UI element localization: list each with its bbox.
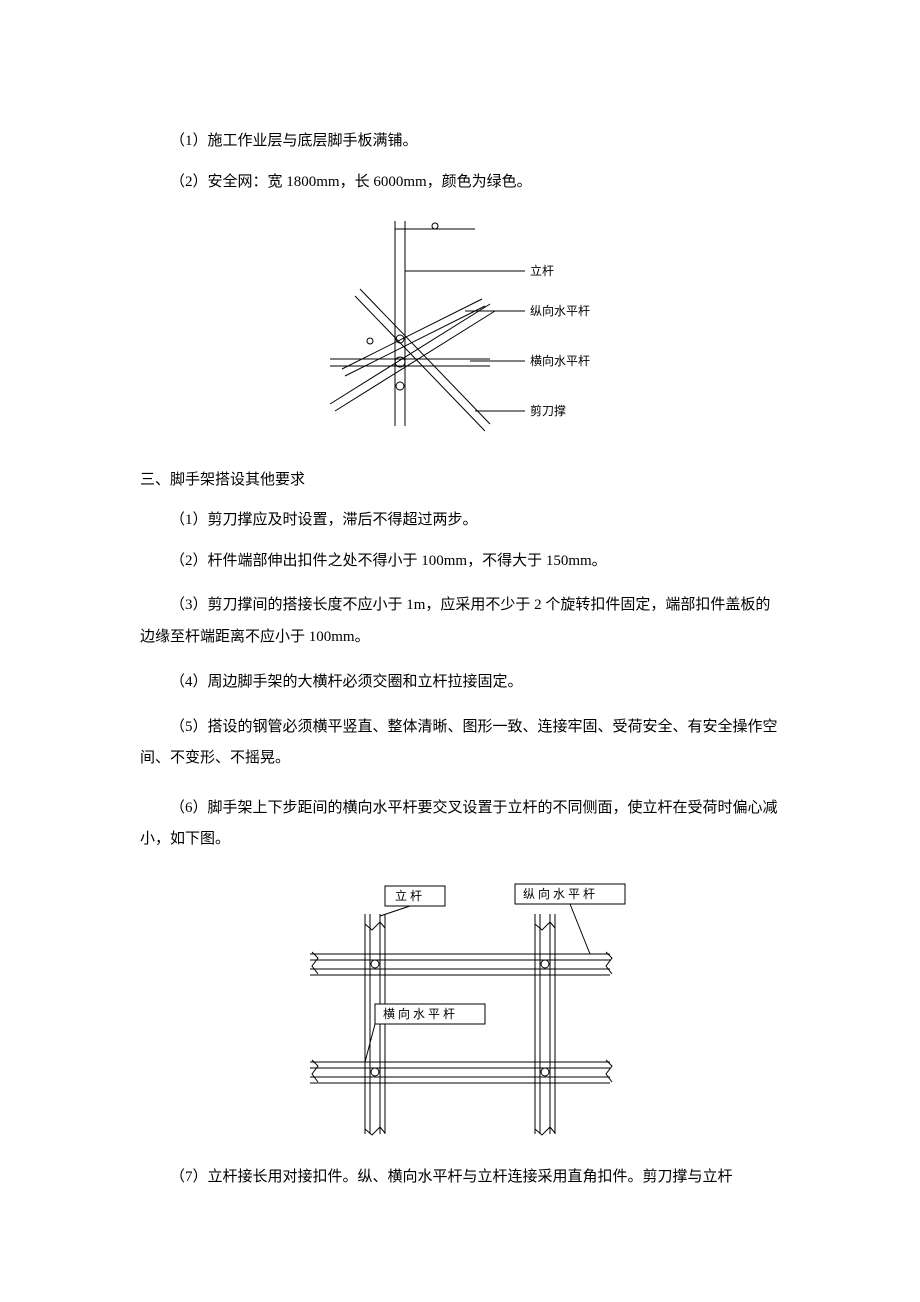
fig2-label-hengxiang: 横 向 水 平 杆 — [383, 1006, 455, 1021]
paragraph-3-7: （7）立杆接长用对接扣件。纵、横向水平杆与立杆连接采用直角扣件。剪刀撑与立杆 — [140, 1166, 780, 1189]
fig1-label-jiandao: 剪刀撑 — [530, 403, 566, 418]
paragraph-3-2: （2）杆件端部伸出扣件之处不得小于 100mm，不得大于 150mm。 — [140, 550, 780, 573]
fig1-label-hengxiang: 横向水平杆 — [530, 353, 590, 368]
paragraph-3-4: （4）周边脚手架的大横杆必须交圈和立杆拉接固定。 — [140, 671, 780, 694]
paragraph-1: （1）施工作业层与底层脚手板满铺。 — [140, 130, 780, 153]
paragraph-2: （2）安全网：宽 1800mm，长 6000mm，颜色为绿色。 — [140, 171, 780, 194]
section-3-title: 三、脚手架搭设其他要求 — [140, 469, 780, 492]
paragraph-3-5: （5）搭设的钢管必须横平竖直、整体清晰、图形一致、连接牢固、受荷安全、有安全操作… — [140, 712, 780, 775]
paragraph-3-3: （3）剪刀撑间的搭接长度不应小于 1m，应采用不少于 2 个旋转扣件固定，端部扣… — [140, 590, 780, 653]
figure-1: 立杆 纵向水平杆 横向水平杆 剪刀撑 — [140, 211, 780, 449]
figure-2: 立 杆 纵 向 水 平 杆 横 向 水 平 杆 — [140, 874, 780, 1152]
fig1-label-zongxiang: 纵向水平杆 — [530, 303, 590, 318]
fig2-label-ligan: 立 杆 — [395, 888, 422, 903]
fig2-label-zongxiang: 纵 向 水 平 杆 — [523, 886, 595, 901]
paragraph-3-1: （1）剪刀撑应及时设置，滞后不得超过两步。 — [140, 509, 780, 532]
fig1-label-ligan: 立杆 — [530, 263, 554, 278]
paragraph-3-6: （6）脚手架上下步距间的横向水平杆要交叉设置于立杆的不同侧面，使立杆在受荷时偏心… — [140, 793, 780, 856]
